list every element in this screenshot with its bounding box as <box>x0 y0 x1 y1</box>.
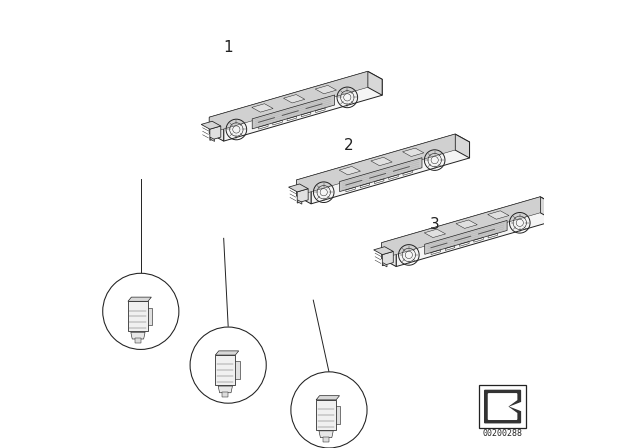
Circle shape <box>291 372 367 448</box>
Polygon shape <box>298 200 302 204</box>
Polygon shape <box>316 396 340 400</box>
Text: 2: 2 <box>344 138 354 153</box>
Polygon shape <box>371 157 392 166</box>
Bar <box>236 362 239 379</box>
Circle shape <box>190 327 266 403</box>
Bar <box>135 338 141 343</box>
Polygon shape <box>296 134 470 188</box>
Polygon shape <box>131 332 145 339</box>
Polygon shape <box>311 142 470 204</box>
Polygon shape <box>382 251 393 266</box>
Polygon shape <box>297 189 308 203</box>
Polygon shape <box>209 71 368 133</box>
Polygon shape <box>381 197 540 258</box>
Text: 1: 1 <box>223 39 233 55</box>
Polygon shape <box>252 95 335 129</box>
Polygon shape <box>296 180 311 204</box>
Polygon shape <box>319 431 333 438</box>
Polygon shape <box>210 137 214 142</box>
Polygon shape <box>424 229 445 237</box>
Polygon shape <box>403 148 424 156</box>
Bar <box>323 437 329 442</box>
Polygon shape <box>209 117 224 141</box>
Polygon shape <box>218 386 232 393</box>
Text: 00200288: 00200288 <box>483 429 523 438</box>
Polygon shape <box>340 158 422 192</box>
Polygon shape <box>540 197 555 221</box>
Polygon shape <box>315 86 337 94</box>
FancyBboxPatch shape <box>128 302 148 332</box>
Bar <box>336 406 340 424</box>
Polygon shape <box>224 79 382 141</box>
Polygon shape <box>210 126 221 140</box>
Polygon shape <box>368 71 382 95</box>
Bar <box>223 392 228 397</box>
Polygon shape <box>381 243 396 267</box>
Polygon shape <box>456 220 477 228</box>
Polygon shape <box>383 263 387 267</box>
Polygon shape <box>215 351 239 355</box>
Polygon shape <box>201 121 221 129</box>
Polygon shape <box>484 390 520 423</box>
Polygon shape <box>284 95 305 103</box>
Bar <box>479 385 526 428</box>
Polygon shape <box>488 394 516 419</box>
Polygon shape <box>381 197 555 250</box>
Polygon shape <box>296 134 455 196</box>
Polygon shape <box>425 220 507 254</box>
FancyBboxPatch shape <box>316 400 336 430</box>
Polygon shape <box>252 104 273 112</box>
Polygon shape <box>488 211 509 219</box>
Polygon shape <box>209 71 382 125</box>
Polygon shape <box>339 167 360 175</box>
Polygon shape <box>374 247 393 254</box>
Polygon shape <box>289 184 308 192</box>
Circle shape <box>102 273 179 349</box>
Bar <box>148 308 152 325</box>
Polygon shape <box>128 297 152 302</box>
Text: 3: 3 <box>429 216 439 232</box>
FancyBboxPatch shape <box>215 355 236 385</box>
Polygon shape <box>455 134 470 158</box>
Polygon shape <box>396 205 555 267</box>
